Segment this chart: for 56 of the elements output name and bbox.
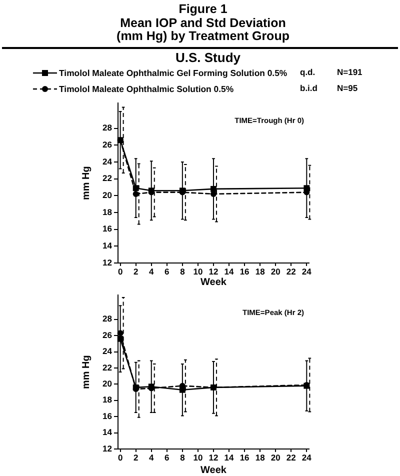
x-tick-label: 24 <box>302 266 312 276</box>
y-tick-label: 24 <box>102 346 112 356</box>
x-tick-label: 18 <box>255 452 266 462</box>
x-tick-label: 6 <box>164 266 170 276</box>
x-tick-label: 10 <box>193 266 203 276</box>
y-tick-label: 22 <box>102 362 112 372</box>
x-tick-label: 16 <box>240 266 250 276</box>
y-tick-label: 24 <box>102 156 112 166</box>
y-tick-label: 26 <box>102 330 112 340</box>
x-tick-label: 8 <box>180 266 186 276</box>
x-tick-label: 0 <box>118 266 123 276</box>
x-tick-label: 4 <box>149 452 154 462</box>
x-tick-label: 2 <box>133 266 138 276</box>
y-tick-label: 14 <box>102 427 112 438</box>
y-tick-label: 20 <box>102 378 112 389</box>
x-tick-label: 8 <box>180 452 186 462</box>
x-axis-title: Week <box>200 464 227 476</box>
y-tick-label: 14 <box>102 240 112 251</box>
x-tick-label: 22 <box>286 452 296 462</box>
x-tick-label: 12 <box>208 452 218 462</box>
legend-label: Timolol Maleate Ophthalmic Gel Forming Solution 0.5% <box>59 68 288 78</box>
x-tick-label: 2 <box>133 452 138 462</box>
y-axis-title: mm Hg <box>80 166 92 200</box>
y-tick-label: 12 <box>102 443 112 454</box>
y-tick-label: 28 <box>102 314 112 324</box>
y-tick-label: 18 <box>102 394 112 405</box>
y-axis-title: mm Hg <box>80 355 92 390</box>
y-tick-label: 18 <box>102 206 112 217</box>
y-tick-label: 20 <box>102 190 112 200</box>
y-tick-label: 16 <box>102 224 112 234</box>
chart-title: Figure 1 Mean IOP and Std Deviation (mm Hg) by Treatment Group <box>116 2 290 44</box>
x-tick-label: 10 <box>193 452 203 462</box>
y-tick-label: 28 <box>102 122 112 133</box>
x-tick-label: 20 <box>270 266 281 276</box>
x-tick-label: 6 <box>164 452 170 462</box>
x-tick-label: 18 <box>255 266 266 276</box>
text: N=191 <box>337 67 362 79</box>
chart-subtitle: U.S. Study <box>174 50 242 65</box>
x-tick-label: 20 <box>270 452 281 462</box>
y-tick-label: 12 <box>102 257 112 268</box>
text: b.i.d <box>300 83 318 95</box>
y-tick-label: 16 <box>102 410 112 421</box>
legend-label: Timolol Maleate Ophthalmic Solution 0.5% <box>59 84 234 94</box>
x-tick-label: 4 <box>149 266 154 276</box>
text: N=95 <box>337 83 358 95</box>
x-tick-label: 12 <box>208 266 218 276</box>
x-tick-label: 16 <box>240 452 250 462</box>
x-tick-label: 14 <box>224 266 234 276</box>
x-tick-label: 14 <box>224 452 234 462</box>
y-tick-label: 26 <box>102 140 112 150</box>
x-tick-label: 0 <box>118 452 123 462</box>
y-tick-label: 22 <box>102 173 112 184</box>
x-tick-label: 24 <box>302 452 312 462</box>
x-tick-label: 22 <box>286 266 296 276</box>
x-axis-title: Week <box>200 276 227 288</box>
text: q.d. <box>300 67 316 79</box>
